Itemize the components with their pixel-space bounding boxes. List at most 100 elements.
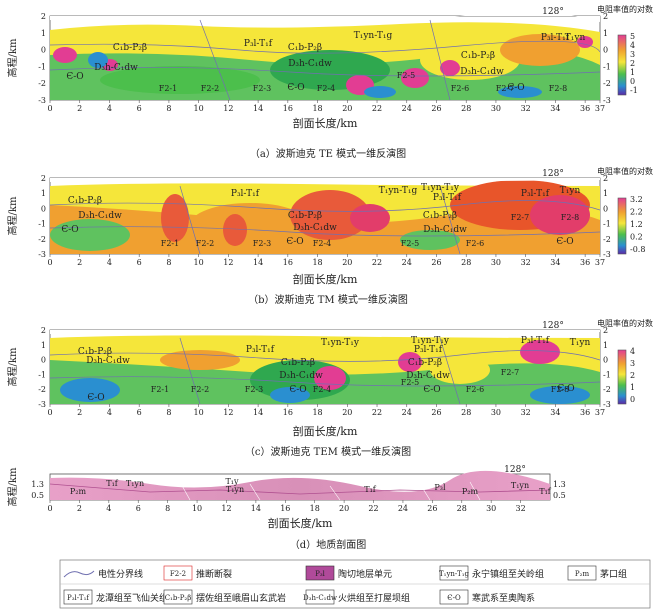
x-tick-label: 32 <box>521 408 531 417</box>
x-tick-label: 30 <box>491 408 501 417</box>
x-tick-label: 12 <box>223 408 233 417</box>
stratum-label: P₂m <box>462 487 479 496</box>
stratum-label: T₁yn <box>570 338 591 348</box>
fault-label: F2-8 <box>549 84 567 93</box>
legend-label: 电性分界线 <box>98 568 143 580</box>
x-tick-label: 37 <box>595 258 605 267</box>
x-tick-label: 28 <box>457 504 467 513</box>
right-y-tick-label: 0 <box>603 46 608 55</box>
panel-d <box>49 470 551 501</box>
panel-caption: （c）波斯迪克 TEM 模式一维反演图 <box>245 445 411 458</box>
legend-symbol: Є-O <box>447 594 461 602</box>
x-tick-label: 26 <box>431 258 441 267</box>
x-tick-label: 24 <box>402 408 412 417</box>
text-overlay: 0 2 4 6 8 10 12 14 16 18 20 22 24 26 28 30 32 34 36 372 21 10… <box>6 4 653 605</box>
right-y-tick-label: 1.3 <box>553 480 566 489</box>
stratum-label: Є-O <box>286 237 303 247</box>
x-tick-label: 12 <box>223 258 233 267</box>
x-tick-label: 18 <box>312 104 322 113</box>
x-tick-label: 2 <box>77 258 82 267</box>
colorbar-tick-label: -1 <box>630 86 638 95</box>
x-tick-label: 26 <box>431 408 441 417</box>
fault-label: F2-5 <box>401 378 419 387</box>
colorbar-tick-label: 0 <box>630 77 635 86</box>
legend-swatch <box>63 589 93 605</box>
fault-label: F2-8 <box>551 385 569 394</box>
stratum-label: D₃h-C₁dw <box>423 225 467 235</box>
x-tick-label: 20 <box>342 408 352 417</box>
x-tick-label: 26 <box>427 504 437 513</box>
panel-c-boundaries <box>49 337 601 405</box>
legend-symbol: C₁b-P₂β <box>165 594 192 602</box>
stratum-label: T₁f <box>106 479 119 488</box>
y-tick-label: 2 <box>41 12 46 21</box>
y-tick-label: 1 <box>41 341 46 350</box>
y-tick-label: 1 <box>41 29 46 38</box>
panel-b-heatmap <box>50 178 600 254</box>
x-tick-label: 16 <box>283 408 293 417</box>
fault-label: F2-7 <box>496 84 514 93</box>
legend-label: 推断断裂 <box>196 568 232 580</box>
x-tick-label: 2 <box>77 408 82 417</box>
y-axis-label: 高程/km <box>6 196 19 235</box>
legend-label: 陶切地层单元 <box>338 568 392 580</box>
stratum-label: Є-O <box>556 237 573 247</box>
stratum-label: Є-O <box>557 384 574 394</box>
x-tick-label: 6 <box>137 408 142 417</box>
right-y-tick-label: 0 <box>603 356 608 365</box>
stratum-label: C₁b-P₂β <box>461 51 495 61</box>
colorbar-tick-label: -0.8 <box>630 245 645 254</box>
stratum-label: D₃h-C₁dw <box>460 67 504 77</box>
y-tick-label: -1 <box>38 62 46 71</box>
y-tick-label: -2 <box>38 385 46 394</box>
x-tick-label: 4 <box>107 104 112 113</box>
right-y-tick-label: -3 <box>603 250 611 259</box>
stratum-label: T₁f <box>539 487 552 496</box>
y-axis-label: 高程/km <box>6 467 19 506</box>
fault-label: F2-7 <box>501 368 519 377</box>
panel-caption: （b）波斯迪克 TM 模式一维反演图 <box>248 293 408 306</box>
stratum-label: T₁yn <box>226 485 244 494</box>
colorbar-tick-label: 2 <box>630 371 635 380</box>
stratum-label: C₁b-P₂β <box>288 211 322 221</box>
x-tick-label: 30 <box>486 504 496 513</box>
x-tick-label: 37 <box>595 408 605 417</box>
right-y-tick-label: 2 <box>603 326 608 335</box>
stratum-label: P₃l-T₁f <box>541 33 570 43</box>
x-tick-label: 4 <box>107 258 112 267</box>
fault-label: F2-5 <box>397 71 415 80</box>
right-y-tick-label: -3 <box>603 96 611 105</box>
panel-a-boundaries <box>49 19 601 101</box>
stratum-label: P₃l-T₁f <box>521 189 550 199</box>
x-tick-label: 6 <box>137 104 142 113</box>
x-tick-label: 32 <box>515 504 525 513</box>
colorbar <box>617 197 627 255</box>
x-axis-label: 剖面长度/km <box>293 116 358 130</box>
fault-label: F2-3 <box>253 84 271 93</box>
stratum-label: C₁b-P₂β <box>113 43 147 53</box>
y-tick-label: 0 <box>41 46 46 55</box>
stratum-label: Є-O <box>61 225 78 235</box>
panel-c-heatmap <box>50 330 600 404</box>
fault-label: F2-1 <box>159 84 177 93</box>
x-tick-label: 16 <box>283 258 293 267</box>
colorbar-tick-label: 0 <box>630 395 635 404</box>
y-axis-label: 高程/km <box>6 347 19 386</box>
stratum-label: D₃h-C₁dw <box>406 371 450 381</box>
y-tick-label: -3 <box>38 400 46 409</box>
stratum-label: P₃l-T₁f <box>231 189 260 199</box>
x-tick-label: 24 <box>402 104 412 113</box>
x-tick-label: 8 <box>166 104 171 113</box>
legend-symbol: D₃h-C₁dw <box>303 594 337 602</box>
x-tick-label: 10 <box>194 104 204 113</box>
x-tick-label: 28 <box>461 408 471 417</box>
legend-swatch <box>163 589 193 605</box>
colorbar-tick-label: 3 <box>630 50 635 59</box>
stratum-label: D₃h-C₁dw <box>86 356 130 366</box>
stratum-label: T₁f <box>364 485 377 494</box>
stratum-label: C₁b-P₂β <box>423 211 457 221</box>
x-tick-label: 36 <box>580 258 590 267</box>
colorbar-tick-label: 2.2 <box>630 208 643 217</box>
stratum-label: D₃h-C₁dw <box>94 63 138 73</box>
x-tick-label: 0 <box>47 104 52 113</box>
